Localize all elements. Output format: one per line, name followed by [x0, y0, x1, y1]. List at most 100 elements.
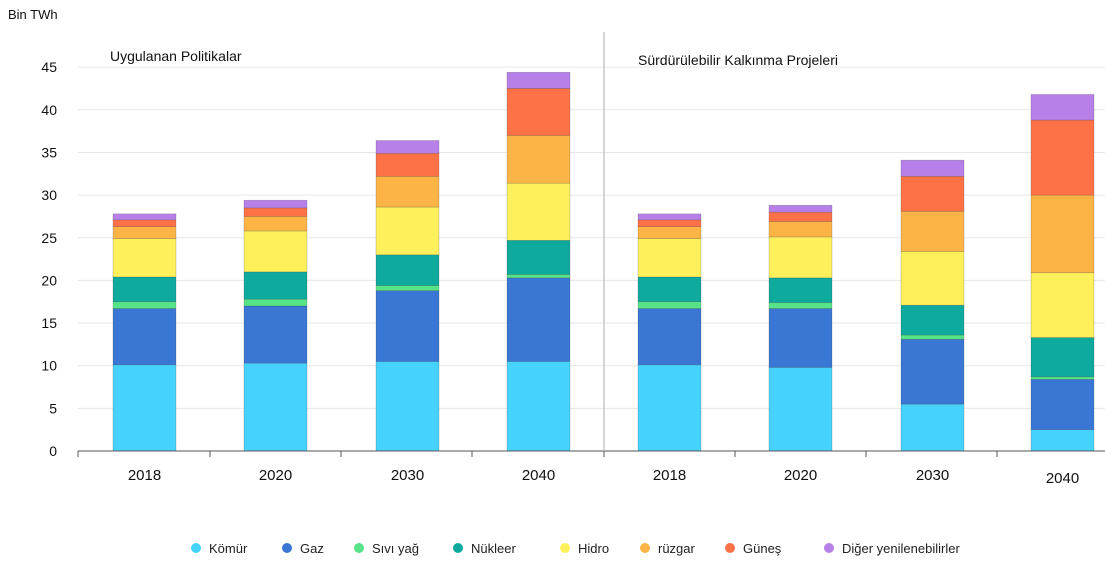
- y-tick-label: 35: [41, 144, 57, 160]
- y-tick-label: 10: [41, 358, 57, 374]
- y-tick-label: 15: [41, 315, 57, 331]
- bar-segment: [243, 298, 308, 307]
- bar-segment: [243, 271, 308, 300]
- bar-segment: [900, 338, 965, 405]
- legend-label: Diğer yenilenebilirler: [842, 541, 960, 556]
- bar-segment: [768, 236, 833, 279]
- bar-segment: [900, 159, 965, 177]
- x-tick-label: 2018: [653, 467, 686, 484]
- legend-marker: [282, 543, 292, 553]
- bar-segment: [375, 361, 440, 452]
- bar-segment: [637, 301, 702, 309]
- bar-segment: [112, 219, 177, 227]
- bar-segment: [243, 207, 308, 217]
- bar-segment: [637, 238, 702, 278]
- legend-marker: [560, 543, 570, 553]
- bar-segment: [1030, 337, 1095, 378]
- bar-segment: [506, 88, 571, 136]
- bar-segment: [768, 308, 833, 368]
- bar-segment: [375, 285, 440, 291]
- x-tick-label: 2020: [784, 467, 817, 484]
- y-tick-label: 25: [41, 230, 57, 246]
- x-tick-label: 2030: [916, 467, 949, 484]
- x-tick-label: 2018: [128, 467, 161, 484]
- y-tick-label: 5: [49, 400, 57, 416]
- bar-segment: [637, 276, 702, 303]
- legend-label: Sıvı yağ: [372, 541, 419, 556]
- bar-segment: [375, 290, 440, 362]
- y-tick-label: 45: [41, 59, 57, 75]
- x-tick-label: 2040: [522, 467, 555, 484]
- legend-marker: [640, 543, 650, 553]
- bar-segment: [375, 140, 440, 154]
- bar-segment: [768, 277, 833, 303]
- bar-segment: [637, 213, 702, 221]
- legend-label: Güneş: [743, 541, 782, 556]
- legend-marker: [453, 543, 463, 553]
- x-tick-label: 2040: [1046, 470, 1079, 487]
- bar-segment: [900, 251, 965, 306]
- legend-label: Gaz: [300, 541, 324, 556]
- legend-marker: [824, 543, 834, 553]
- bar-segment: [112, 364, 177, 452]
- bar-segment: [1030, 379, 1095, 430]
- x-axis-ticks: 2018 2020 2030 2040 2018 2020 2030 2040: [77, 451, 1079, 487]
- bar-segment: [768, 221, 833, 238]
- bar-segment: [112, 213, 177, 221]
- bar-segment: [900, 211, 965, 252]
- bar-segment: [637, 226, 702, 239]
- legend-marker: [354, 543, 364, 553]
- legend-label: Hidro: [578, 541, 609, 556]
- bar-segment: [1030, 376, 1095, 380]
- y-axis-ticks: 0 5 10 15 20 25 30 35 40 45: [41, 59, 57, 459]
- bar-segment: [112, 301, 177, 309]
- bar-segment: [112, 308, 177, 366]
- bar-segment: [112, 226, 177, 239]
- bar-segment: [112, 238, 177, 278]
- bar-segment: [112, 276, 177, 303]
- bar-segment: [1030, 429, 1095, 452]
- bar-segment: [243, 230, 308, 273]
- y-unit-label: Bin TWh: [8, 7, 58, 22]
- bar-segment: [506, 274, 571, 279]
- bar-segment: [506, 240, 571, 275]
- legend-label: Nükleer: [471, 541, 516, 556]
- y-tick-label: 30: [41, 187, 57, 203]
- bar-segment: [1030, 272, 1095, 338]
- bar-segment: [243, 216, 308, 232]
- bar-segment: [768, 302, 833, 309]
- bar-segment: [768, 205, 833, 213]
- bar-segment: [768, 367, 833, 452]
- bar-segment: [375, 176, 440, 208]
- y-tick-label: 0: [49, 443, 57, 459]
- bar-segment: [506, 182, 571, 241]
- bar-segment: [506, 71, 571, 89]
- y-tick-label: 20: [41, 272, 57, 288]
- bar-segment: [243, 362, 308, 452]
- x-tick-label: 2030: [391, 467, 424, 484]
- bar-segment: [1030, 194, 1095, 274]
- bar-segment: [1030, 94, 1095, 121]
- bars: [112, 71, 1095, 452]
- legend-label: rüzgar: [658, 541, 696, 556]
- panel-title-right: Sürdürülebilir Kalkınma Projeleri: [638, 52, 838, 68]
- panel-title-left: Uygulanan Politikalar: [110, 48, 242, 64]
- bar-segment: [900, 334, 965, 340]
- bar-segment: [506, 135, 571, 184]
- bar-segment: [243, 199, 308, 209]
- bar-segment: [637, 308, 702, 366]
- bar-segment: [768, 211, 833, 222]
- bar-segment: [243, 305, 308, 364]
- y-tick-label: 40: [41, 102, 57, 118]
- bar-segment: [375, 206, 440, 256]
- bar-segment: [637, 364, 702, 452]
- bar-segment: [375, 153, 440, 177]
- bar-segment: [1030, 119, 1095, 196]
- bar-segment: [506, 361, 571, 452]
- bar-segment: [375, 254, 440, 286]
- bar-segment: [900, 304, 965, 336]
- bar-segment: [506, 277, 571, 362]
- x-tick-label: 2020: [259, 467, 292, 484]
- bar-segment: [637, 219, 702, 227]
